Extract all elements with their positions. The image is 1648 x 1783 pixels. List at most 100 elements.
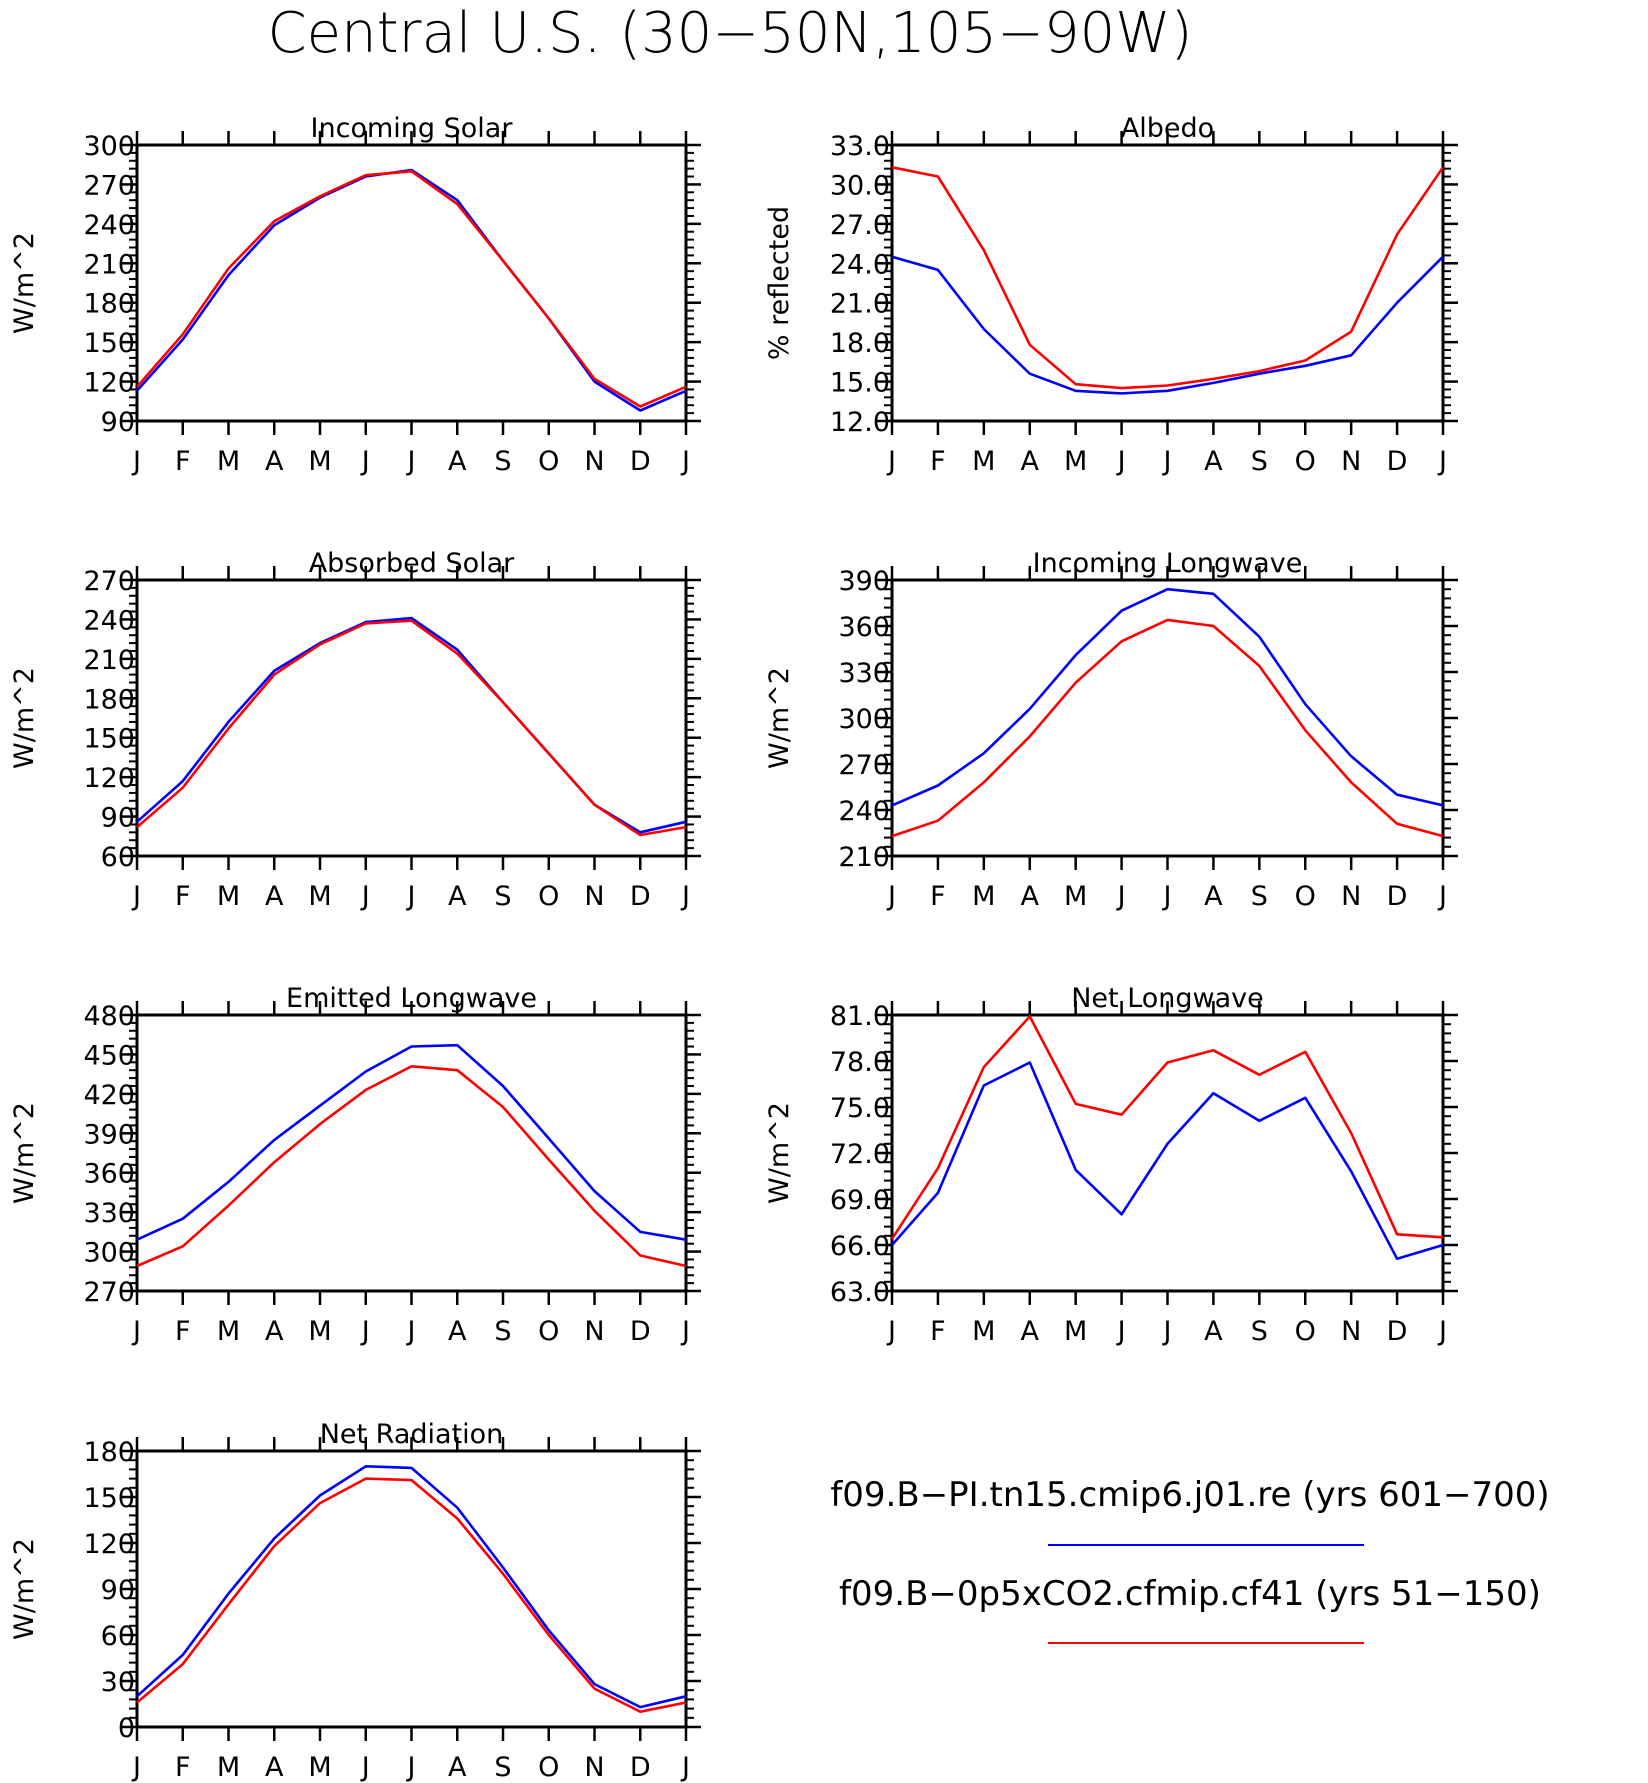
series-line-1 <box>891 1061 1444 1261</box>
y-tick-label: 72.0 <box>830 1139 890 1170</box>
x-tick-label: J <box>1437 1316 1447 1347</box>
series-line-1 <box>136 616 687 834</box>
x-tick-label: J <box>131 1752 141 1783</box>
y-tick-label: 18.0 <box>830 328 890 359</box>
x-tick-label: A <box>265 1752 284 1783</box>
x-tick-label: M <box>1064 881 1087 912</box>
y-tick-label: 90 <box>101 803 135 834</box>
series-line-2 <box>136 1065 687 1268</box>
y-tick-label: 360 <box>83 1159 135 1190</box>
x-tick-label: D <box>1387 881 1408 912</box>
y-tick-label: 120 <box>83 763 135 794</box>
x-tick-label: N <box>1341 1316 1361 1347</box>
y-tick-label: 240 <box>83 605 135 636</box>
x-tick-label: A <box>265 881 284 912</box>
y-axis-label: W/m^2 <box>9 232 40 334</box>
x-tick-label: N <box>1341 446 1361 477</box>
x-tick-label: J <box>680 881 690 912</box>
y-tick-label: 90 <box>101 407 135 438</box>
x-tick-label: M <box>217 446 240 477</box>
y-tick-label: 75.0 <box>830 1093 890 1124</box>
x-tick-label: J <box>360 1752 370 1783</box>
x-tick-label: A <box>1021 1316 1040 1347</box>
plot-frame <box>135 1449 688 1729</box>
y-tick-label: 150 <box>83 724 135 755</box>
series-line-2 <box>891 166 1445 390</box>
x-tick-label: J <box>131 881 141 912</box>
x-tick-label: A <box>265 1316 284 1347</box>
x-tick-label: S <box>1251 881 1268 912</box>
y-tick-label: 27.0 <box>830 210 890 241</box>
series-line-1 <box>891 587 1444 807</box>
y-tick-label: 30.0 <box>830 170 890 201</box>
y-tick-label: 270 <box>83 170 135 201</box>
y-tick-label: 24.0 <box>830 249 890 280</box>
x-tick-label: M <box>217 881 240 912</box>
x-tick-label: N <box>584 881 604 912</box>
y-tick-label: 210 <box>83 645 135 676</box>
y-tick-label: 210 <box>838 842 890 873</box>
x-tick-label: J <box>886 1316 896 1347</box>
x-tick-label: M <box>308 446 331 477</box>
x-tick-label: J <box>131 446 141 477</box>
series-line-2 <box>136 619 687 837</box>
y-tick-label: 180 <box>83 684 135 715</box>
x-tick-label: J <box>1162 1316 1172 1347</box>
x-tick-label: N <box>584 1316 604 1347</box>
x-tick-label: F <box>175 1316 191 1347</box>
x-tick-label: F <box>930 881 946 912</box>
x-tick-label: A <box>1021 881 1040 912</box>
x-tick-label: J <box>131 1316 141 1347</box>
y-axis-label: W/m^2 <box>764 1102 795 1204</box>
x-tick-label: D <box>1387 1316 1408 1347</box>
y-tick-label: 390 <box>83 1119 135 1150</box>
series-line-2 <box>136 170 687 408</box>
x-tick-label: O <box>1295 446 1316 477</box>
y-axis-label: W/m^2 <box>9 1102 40 1204</box>
x-tick-label: D <box>630 881 651 912</box>
x-tick-label: J <box>680 446 690 477</box>
x-tick-label: J <box>406 1316 416 1347</box>
y-tick-label: 78.0 <box>830 1047 890 1078</box>
x-tick-label: J <box>680 1752 690 1783</box>
x-tick-label: A <box>1204 446 1223 477</box>
x-tick-label: A <box>448 1316 467 1347</box>
y-tick-label: 180 <box>83 289 135 320</box>
legend: f09.B−PI.tn15.cmip6.j01.re (yrs 601−700)… <box>830 1475 1550 1644</box>
y-axis-label: % reflected <box>764 206 795 360</box>
x-tick-label: M <box>308 1752 331 1783</box>
y-tick-label: 81.0 <box>830 1001 890 1032</box>
y-tick-label: 150 <box>83 328 135 359</box>
x-tick-label: M <box>217 1752 240 1783</box>
y-tick-label: 210 <box>83 249 135 280</box>
y-tick-label: 480 <box>83 1001 135 1032</box>
x-tick-label: M <box>217 1316 240 1347</box>
plot-frame <box>890 143 1445 423</box>
y-tick-label: 21.0 <box>830 289 890 320</box>
y-tick-label: 270 <box>83 1277 135 1308</box>
x-tick-label: J <box>360 1316 370 1347</box>
x-tick-label: J <box>406 881 416 912</box>
x-tick-label: J <box>1116 1316 1126 1347</box>
x-tick-label: M <box>1064 446 1087 477</box>
plot-frame <box>135 1013 688 1293</box>
x-tick-label: A <box>1204 881 1223 912</box>
x-tick-label: D <box>630 1316 651 1347</box>
x-tick-label: O <box>538 881 559 912</box>
y-axis-label: W/m^2 <box>764 667 795 769</box>
y-tick-label: 150 <box>83 1483 135 1514</box>
x-tick-label: A <box>448 881 467 912</box>
x-tick-label: F <box>175 1752 191 1783</box>
y-tick-label: 270 <box>838 750 890 781</box>
y-tick-label: 63.0 <box>830 1277 890 1308</box>
x-tick-label: M <box>308 1316 331 1347</box>
y-tick-label: 240 <box>838 796 890 827</box>
x-tick-label: F <box>930 1316 946 1347</box>
x-tick-label: D <box>630 1752 651 1783</box>
x-tick-label: A <box>448 446 467 477</box>
